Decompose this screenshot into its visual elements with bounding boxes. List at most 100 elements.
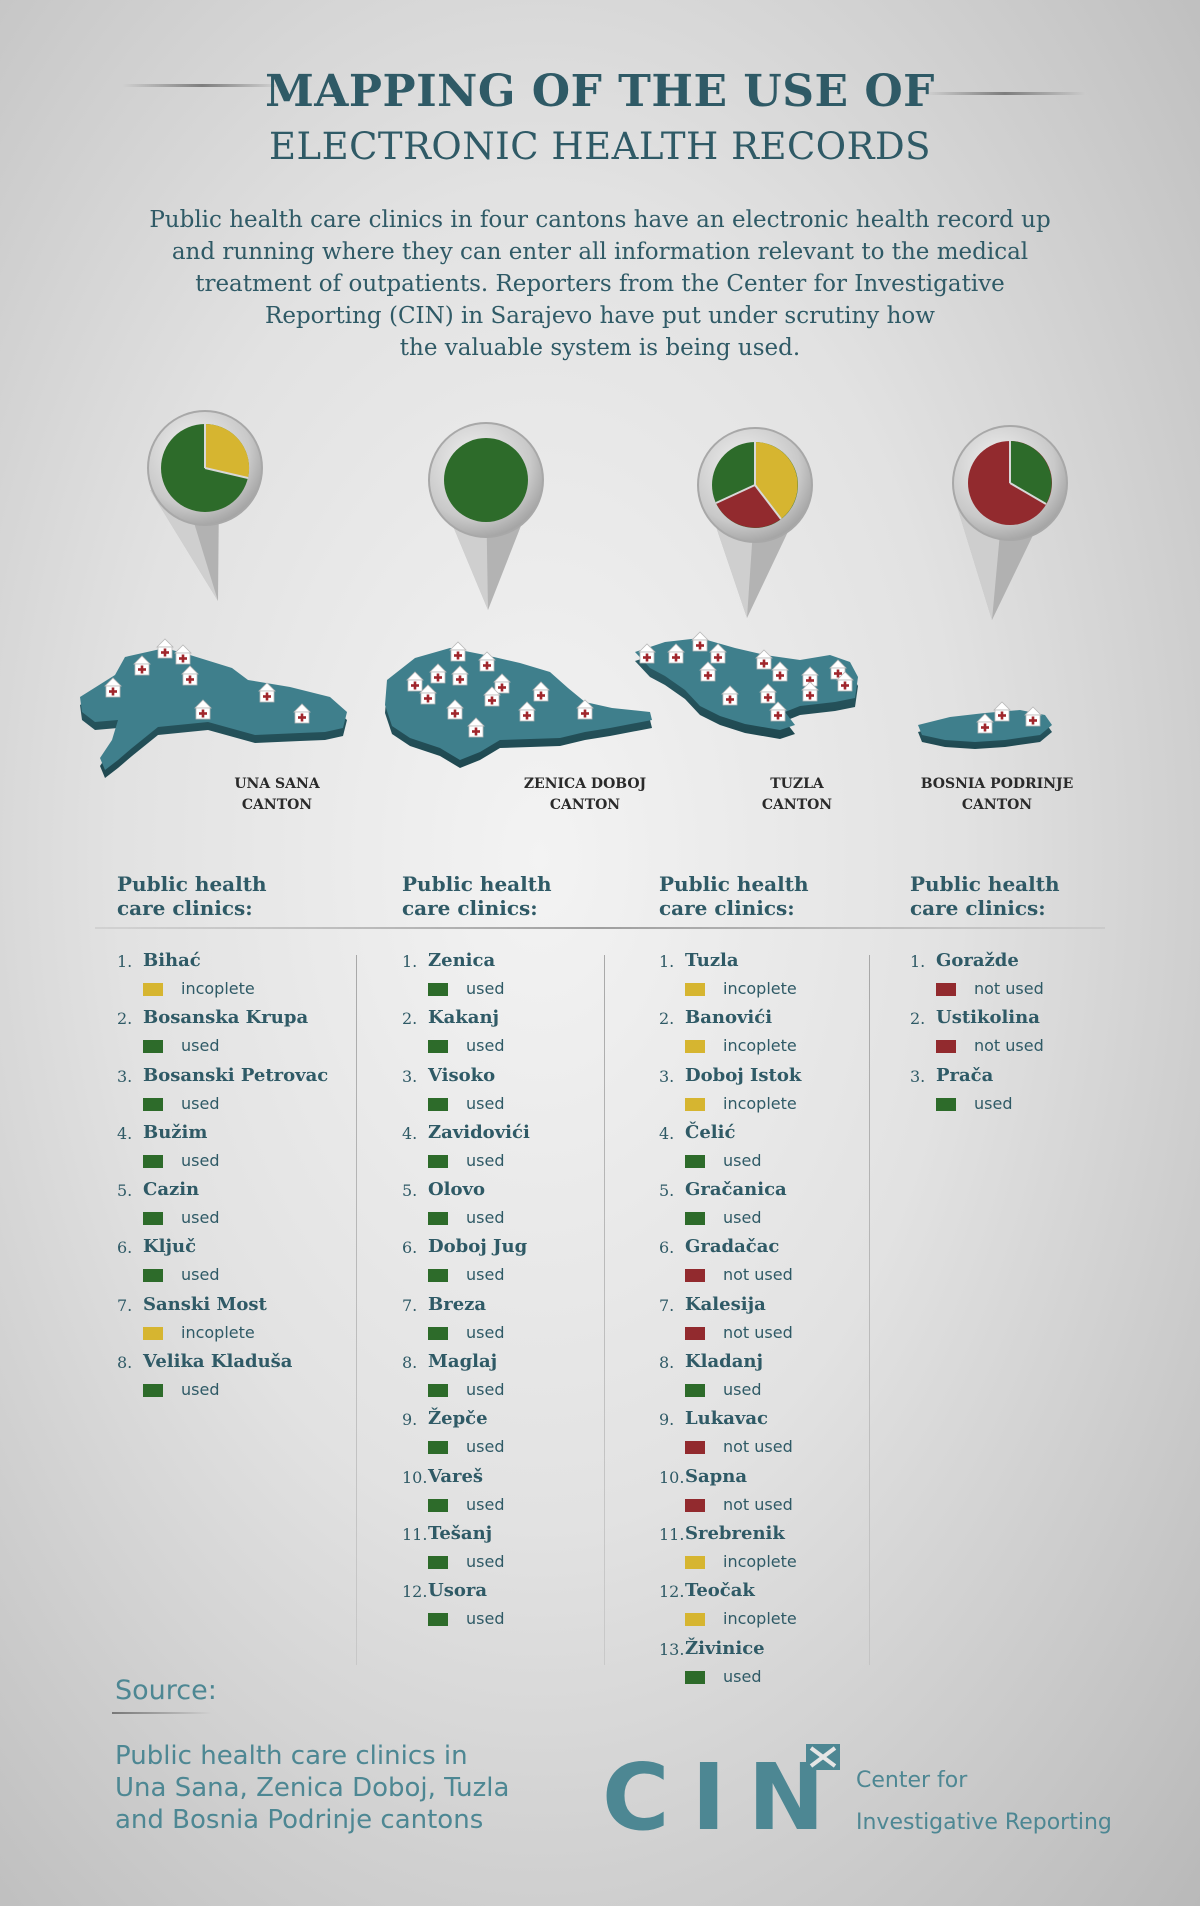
- clinic-name: Bužim: [143, 1121, 208, 1143]
- clinic-name: Zavidovići: [428, 1121, 530, 1143]
- title-deco-line-right: [925, 92, 1085, 95]
- list-item-number: 8.: [117, 1353, 133, 1373]
- intro-paragraph: Public health care clinics in four canto…: [110, 204, 1090, 364]
- status-label: not used: [974, 979, 1044, 998]
- clinic-name: Živinice: [685, 1637, 765, 1659]
- status-label: incoplete: [723, 1609, 797, 1629]
- source-line: and Bosnia Podrinje cantons: [115, 1805, 484, 1835]
- status-label: incoplete: [181, 1322, 255, 1342]
- list-item-number: 6.: [659, 1238, 675, 1258]
- status-label: used: [466, 1551, 505, 1571]
- list-item-number: 2.: [659, 1009, 675, 1029]
- intro-line: Reporting (CIN) in Sarajevo have put und…: [265, 303, 935, 329]
- canton-name-bosnia-podrinje: BOSNIA PODRINJE CANTON: [887, 774, 1107, 816]
- list-item-number: 5.: [659, 1181, 675, 1201]
- status-label: used: [466, 1609, 505, 1629]
- list-item-number: 4.: [659, 1123, 675, 1143]
- status-swatch: [428, 1384, 448, 1398]
- status-swatch: [685, 1326, 705, 1340]
- list-item-number: 10.: [659, 1467, 685, 1487]
- list-item-number: 12.: [659, 1582, 685, 1602]
- list-item-number: 7.: [402, 1295, 418, 1315]
- status-label: used: [723, 1380, 762, 1400]
- clinic-house-icon: [156, 638, 174, 659]
- list-item-number: 4.: [402, 1123, 418, 1143]
- status-swatch: [428, 1040, 448, 1054]
- clinic-name: Tešanj: [428, 1522, 493, 1544]
- list-item-number: 5.: [402, 1181, 418, 1201]
- clinic-name: Bihać: [143, 950, 201, 971]
- list-heading-line: care clinics:: [117, 896, 253, 920]
- list-heading-line: care clinics:: [910, 896, 1046, 920]
- list-item-number: 3.: [117, 1066, 133, 1086]
- clinic-house-icon: [755, 649, 773, 670]
- status-swatch: [428, 1212, 448, 1226]
- title-line-2: ELECTRONIC HEALTH RECORDS: [269, 125, 931, 168]
- column-divider: [604, 955, 605, 1665]
- list-item-number: 11.: [402, 1524, 428, 1544]
- list-heading-tuzla: Public health care clinics:: [659, 872, 809, 920]
- status-swatch: [685, 1441, 705, 1455]
- list-divider: [95, 927, 1105, 929]
- clinic-name: Bosanska Krupa: [143, 1007, 309, 1029]
- clinic-name: Banovići: [685, 1007, 773, 1029]
- clinic-name: Doboj Jug: [428, 1236, 528, 1258]
- list-item-number: 6.: [402, 1238, 418, 1258]
- status-label: incoplete: [181, 979, 255, 998]
- title-line-1: MAPPING OF THE USE OF: [265, 66, 935, 117]
- list-heading-line: Public health: [402, 872, 552, 896]
- list-item-number: 1.: [117, 952, 133, 971]
- clinic-name: Gradačac: [685, 1236, 780, 1258]
- list-heading-una-sana: Public health care clinics:: [117, 872, 267, 920]
- clinic-house-icon: [174, 644, 192, 665]
- map-pin-icon: [147, 410, 263, 601]
- status-swatch: [936, 1040, 956, 1054]
- status-swatch: [685, 1384, 705, 1398]
- column-divider: [869, 955, 870, 1665]
- status-swatch: [685, 1555, 705, 1569]
- status-swatch: [143, 1097, 163, 1111]
- status-label: used: [181, 1380, 220, 1400]
- source-text: Public health care clinics in Una Sana, …: [115, 1740, 575, 1836]
- intro-line: Public health care clinics in four canto…: [149, 207, 1051, 233]
- status-label: used: [466, 1437, 505, 1457]
- clinic-name: Kladanj: [685, 1351, 763, 1373]
- clinic-name: Bosanski Petrovac: [143, 1064, 329, 1086]
- status-label: not used: [723, 1494, 793, 1514]
- map-pin-icon: [697, 427, 813, 618]
- intro-line: and running where they can enter all inf…: [171, 239, 1029, 265]
- clinic-name: Sapna: [685, 1465, 747, 1487]
- status-label: used: [466, 1208, 505, 1228]
- clinic-name: Usora: [428, 1580, 487, 1602]
- clinic-name: Velika Kladuša: [143, 1351, 293, 1373]
- status-swatch: [428, 983, 448, 996]
- canton-name-tuzla: TUZLA CANTON: [687, 774, 907, 816]
- map-pin-icon: [428, 422, 544, 610]
- canton-name-line: CANTON: [761, 797, 833, 813]
- status-swatch: [143, 1384, 163, 1398]
- clinic-name: Kalesija: [685, 1293, 766, 1315]
- source-line: Public health care clinics in: [115, 1741, 468, 1771]
- status-label: incoplete: [723, 979, 797, 998]
- list-item-number: 2.: [402, 1009, 418, 1029]
- list-item-number: 6.: [117, 1238, 133, 1258]
- list-item-number: 3.: [910, 1066, 926, 1086]
- clinic-name: Breza: [428, 1293, 487, 1315]
- column-divider: [356, 955, 357, 1665]
- map-pin-icon: [952, 425, 1068, 620]
- status-label: used: [181, 1150, 220, 1170]
- list-item-number: 7.: [659, 1295, 675, 1315]
- list-item-number: 3.: [659, 1066, 675, 1086]
- clinic-name: Visoko: [428, 1064, 496, 1086]
- status-label: used: [723, 1150, 762, 1170]
- status-swatch: [143, 1154, 163, 1168]
- clinic-name: Srebrenik: [685, 1522, 785, 1544]
- status-label: used: [723, 1208, 762, 1228]
- bosnia-podrinje-map: [918, 701, 1052, 749]
- list-item-number: 8.: [402, 1353, 418, 1373]
- list-item-number: 7.: [117, 1295, 133, 1315]
- status-label: used: [466, 1093, 505, 1113]
- status-swatch: [143, 1269, 163, 1283]
- clinic-name: Maglaj: [428, 1351, 498, 1373]
- cin-logo: CIN: [602, 1744, 847, 1851]
